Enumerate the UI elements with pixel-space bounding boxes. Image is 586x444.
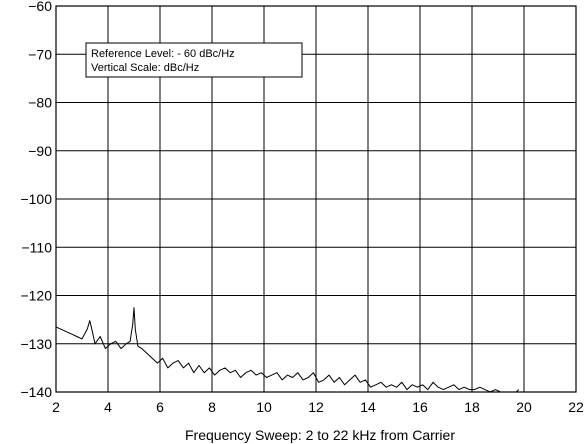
y-tick-label: −60 [28,0,52,14]
y-tick-label: −90 [28,143,52,159]
x-tick-label: 22 [568,399,584,415]
x-tick-label: 18 [464,399,480,415]
x-tick-label: 20 [516,399,532,415]
x-axis-title: Frequency Sweep: 2 to 22 kHz from Carrie… [185,427,455,443]
annotation-frame [85,42,303,78]
x-tick-label: 4 [104,399,112,415]
x-tick-label: 16 [412,399,428,415]
annotation-line-scale: Vertical Scale: dBc/Hz [91,62,199,74]
x-axis-ticks: 2 4 6 8 10 12 14 16 18 20 22 [52,399,584,415]
x-tick-label: 10 [256,399,272,415]
annotation-line-reference: Reference Level: - 60 dBc/Hz [91,48,235,60]
x-tick-label: 8 [208,399,216,415]
x-tick-label: 6 [156,399,164,415]
x-tick-label: 14 [360,399,376,415]
x-tick-label: 12 [308,399,324,415]
plot-frame [55,5,577,393]
y-tick-label: −130 [20,336,52,352]
y-tick-label: −80 [28,95,52,111]
reference-annotation-box: Reference Level: - 60 dBc/Hz Vertical Sc… [85,42,303,78]
x-tick-label: 2 [52,399,60,415]
y-tick-label: −120 [20,288,52,304]
noise-trace-line [55,307,520,393]
y-axis-ticks: −60 −70 −80 −90 −100 −110 −120 −130 −140 [20,0,52,400]
y-tick-label: −110 [22,239,53,255]
y-tick-label: −140 [20,384,52,400]
y-tick-label: −100 [20,191,52,207]
y-tick-label: −70 [28,46,52,62]
